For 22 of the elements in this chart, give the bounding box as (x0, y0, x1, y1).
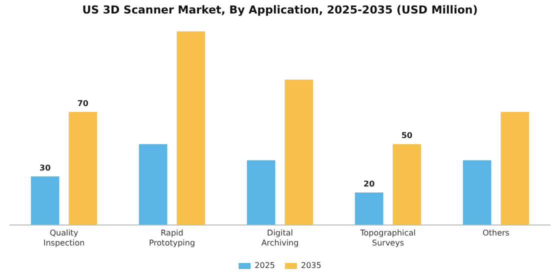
legend-label: 2025 (254, 261, 275, 270)
x-tick-label: Topographical Surveys (359, 228, 416, 248)
bar (392, 144, 422, 225)
chart-title: US 3D Scanner Market, By Application, 2025-2035 (USD Million) (82, 3, 478, 16)
bar (284, 80, 314, 225)
data-label: 50 (401, 131, 413, 140)
x-tick-label: Quality Inspection (43, 228, 85, 248)
data-label: 70 (77, 98, 89, 108)
bar (138, 144, 168, 225)
data-label: 20 (364, 180, 376, 189)
data-label: 30 (40, 163, 52, 172)
bar (30, 176, 60, 225)
bar (500, 112, 530, 225)
x-tick-label: Digital Archiving (261, 228, 299, 248)
legend-label: 2035 (301, 261, 322, 270)
bar (462, 160, 492, 225)
bar (176, 31, 206, 225)
x-tick-label: Rapid Prototyping (148, 228, 196, 248)
bar (68, 112, 98, 225)
bar (354, 192, 384, 225)
bar (246, 160, 276, 225)
x-tick-label: Others (482, 228, 510, 238)
